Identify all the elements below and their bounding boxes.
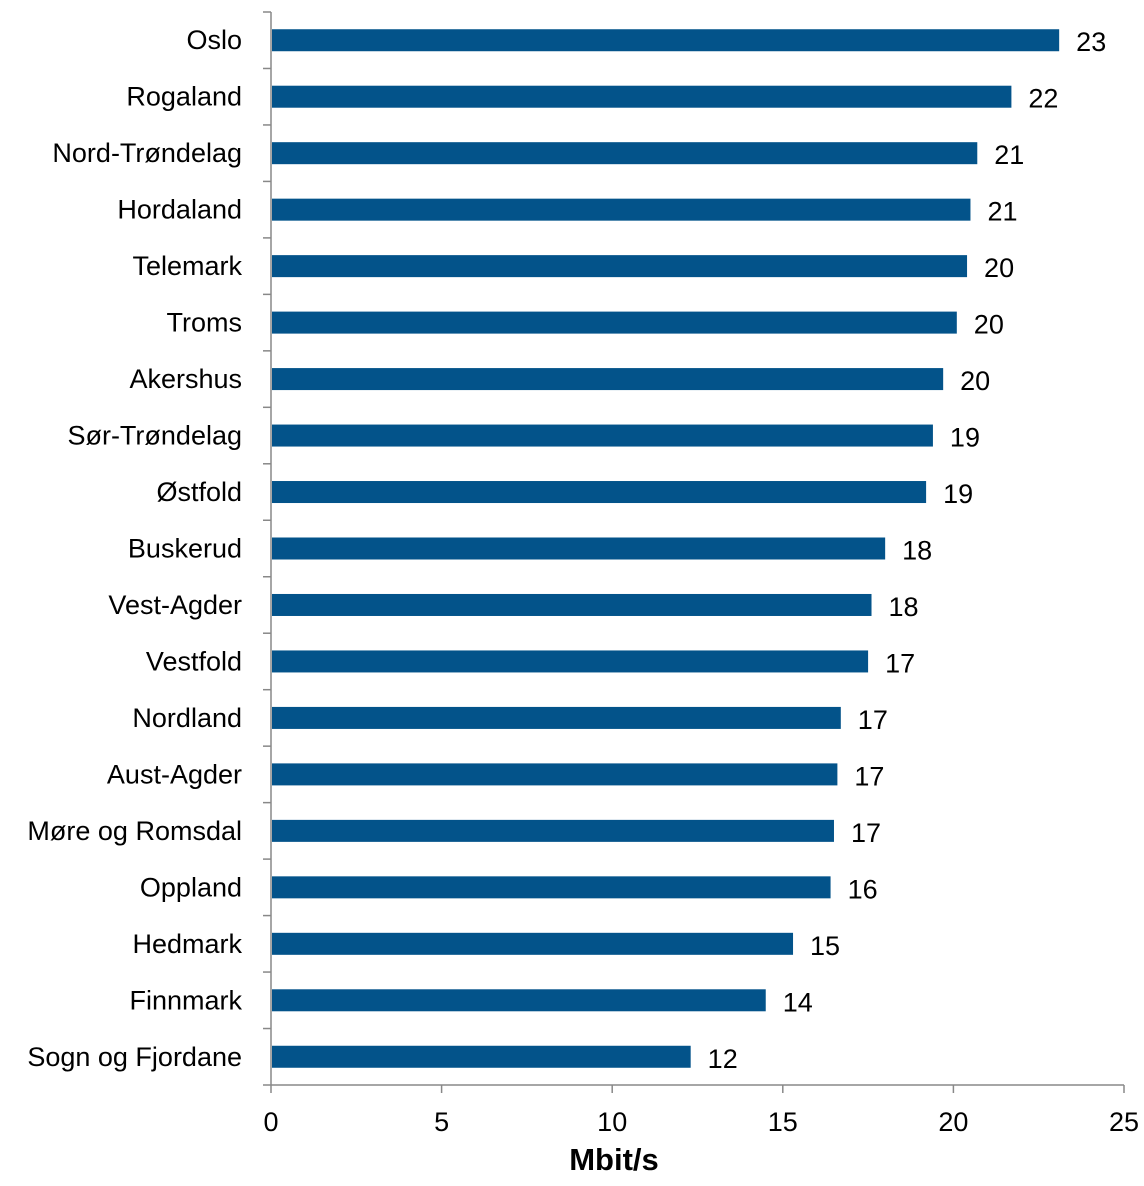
category-label: Rogaland xyxy=(126,82,242,112)
bar xyxy=(272,481,927,504)
x-tick-label: 15 xyxy=(768,1107,798,1137)
category-label: Aust-Agder xyxy=(107,759,242,789)
x-tick-label: 25 xyxy=(1109,1107,1139,1137)
bar xyxy=(272,932,794,955)
bar xyxy=(272,537,886,560)
category-label: Telemark xyxy=(132,251,242,281)
data-label: 16 xyxy=(848,874,878,904)
data-label: 17 xyxy=(885,648,915,678)
bar xyxy=(272,763,838,786)
bar xyxy=(272,706,841,729)
x-tick-label: 5 xyxy=(434,1107,449,1137)
bar xyxy=(272,142,978,165)
bar xyxy=(272,1045,691,1068)
category-label: Vestfold xyxy=(146,646,242,676)
data-label: 17 xyxy=(851,818,881,848)
category-label: Akershus xyxy=(129,364,242,394)
bars-group xyxy=(272,29,1060,1068)
x-tick-label: 10 xyxy=(597,1107,627,1137)
bar xyxy=(272,650,869,673)
bar xyxy=(272,85,1012,108)
data-label: 18 xyxy=(889,592,919,622)
bar xyxy=(272,368,944,391)
data-label: 15 xyxy=(810,931,840,961)
bar xyxy=(272,593,872,616)
bar xyxy=(272,255,968,278)
data-label: 23 xyxy=(1076,27,1106,57)
category-label: Troms xyxy=(167,308,243,338)
data-label: 20 xyxy=(984,253,1014,283)
data-label: 21 xyxy=(994,140,1024,170)
category-label: Østfold xyxy=(156,477,242,507)
data-label: 19 xyxy=(943,479,973,509)
category-label: Oslo xyxy=(186,25,242,55)
category-label: Vest-Agder xyxy=(108,590,242,620)
bar xyxy=(272,29,1060,52)
category-label: Hordaland xyxy=(117,195,242,225)
bar xyxy=(272,198,971,221)
axes-group: 0 5 10 15 20 25 xyxy=(263,11,1139,1137)
x-tick-label: 0 xyxy=(263,1107,278,1137)
category-label: Oppland xyxy=(140,872,242,902)
data-label: 12 xyxy=(708,1044,738,1074)
x-axis-title: Mbit/s xyxy=(569,1142,659,1177)
data-label: 20 xyxy=(974,310,1004,340)
data-label: 21 xyxy=(987,197,1017,227)
data-label: 17 xyxy=(854,761,884,791)
category-label: Nord-Trøndelag xyxy=(52,138,242,168)
data-label: 17 xyxy=(858,705,888,735)
x-tick-label: 20 xyxy=(938,1107,968,1137)
category-labels-group: Oslo Rogaland Nord-Trøndelag Hordaland Telem… xyxy=(27,25,242,1072)
category-label: Sør-Trøndelag xyxy=(67,421,242,451)
category-label: Finnmark xyxy=(129,985,242,1015)
bar xyxy=(272,989,766,1012)
category-label: Sogn og Fjordane xyxy=(27,1042,242,1072)
bar xyxy=(272,876,831,899)
bar xyxy=(272,424,933,447)
data-label: 22 xyxy=(1028,84,1058,114)
bar xyxy=(272,819,834,842)
bar xyxy=(272,311,957,334)
data-label: 20 xyxy=(960,366,990,396)
data-label: 14 xyxy=(783,987,813,1017)
data-label: 18 xyxy=(902,536,932,566)
data-label: 19 xyxy=(950,423,980,453)
category-label: Hedmark xyxy=(132,929,242,959)
category-label: Buskerud xyxy=(128,534,242,564)
category-label: Møre og Romsdal xyxy=(27,816,242,846)
category-label: Nordland xyxy=(132,703,242,733)
